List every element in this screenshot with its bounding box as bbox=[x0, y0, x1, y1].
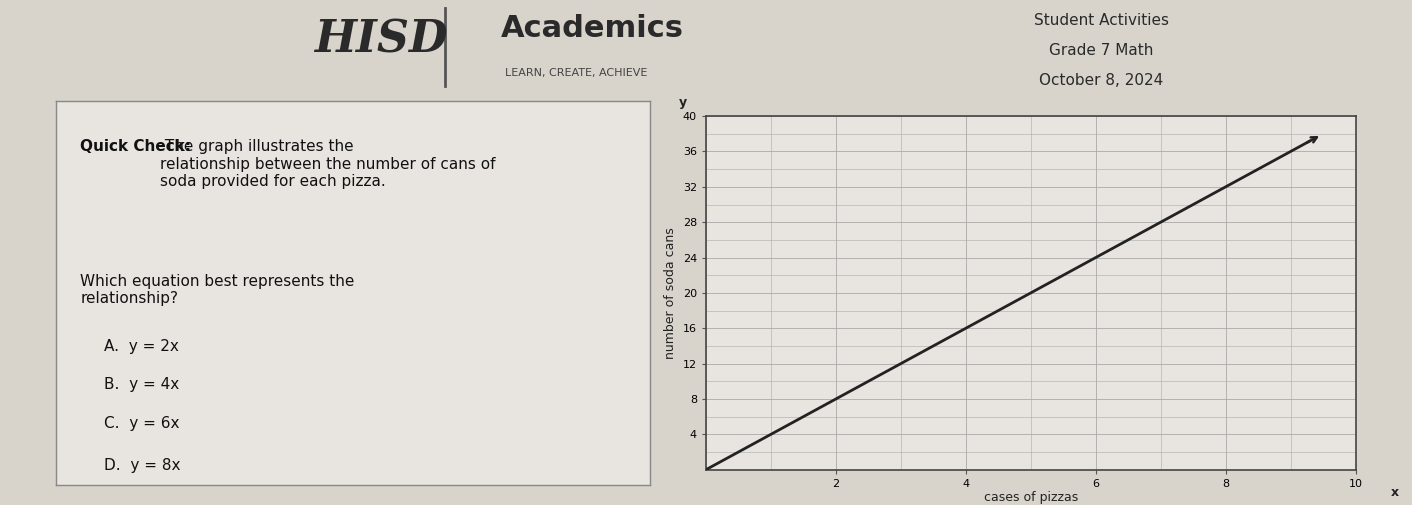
Text: Grade 7 Math: Grade 7 Math bbox=[1049, 43, 1154, 58]
Text: Academics: Academics bbox=[501, 14, 685, 43]
Text: x: x bbox=[1391, 486, 1398, 498]
Text: D.  y = 8x: D. y = 8x bbox=[104, 458, 181, 473]
Text: Student Activities: Student Activities bbox=[1034, 13, 1169, 28]
Text: Which equation best represents the
relationship?: Which equation best represents the relat… bbox=[80, 274, 354, 306]
Text: LEARN, CREATE, ACHIEVE: LEARN, CREATE, ACHIEVE bbox=[505, 68, 648, 78]
Text: HISD: HISD bbox=[315, 19, 448, 62]
Text: B.  y = 4x: B. y = 4x bbox=[104, 377, 179, 392]
X-axis label: cases of pizzas: cases of pizzas bbox=[984, 491, 1077, 504]
Text: A.  y = 2x: A. y = 2x bbox=[104, 339, 179, 354]
Text: The graph illustrates the
relationship between the number of cans of
soda provid: The graph illustrates the relationship b… bbox=[161, 139, 496, 189]
Text: October 8, 2024: October 8, 2024 bbox=[1039, 73, 1163, 88]
Text: C.  y = 6x: C. y = 6x bbox=[104, 416, 179, 431]
Text: Quick Check:: Quick Check: bbox=[80, 139, 192, 155]
Text: y: y bbox=[679, 96, 688, 109]
Y-axis label: number of soda cans: number of soda cans bbox=[664, 227, 678, 359]
